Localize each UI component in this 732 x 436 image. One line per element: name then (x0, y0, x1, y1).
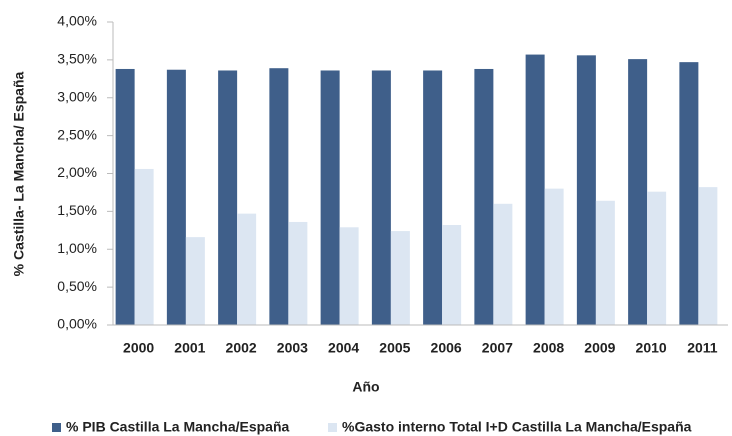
x-tick-label: 2000 (123, 340, 154, 356)
bar (647, 191, 667, 325)
x-tick-label: 2008 (533, 340, 564, 356)
y-tick-label: 4,00% (57, 13, 97, 29)
bar (544, 188, 564, 325)
legend-label: %Gasto interno Total I+D Castilla La Man… (342, 419, 692, 435)
bar (115, 68, 135, 325)
bar (269, 68, 289, 326)
y-tick-label: 1,00% (57, 240, 97, 256)
bar (237, 213, 257, 325)
bar (185, 237, 205, 325)
bar (320, 70, 340, 325)
bar (134, 168, 154, 325)
bar (679, 62, 699, 326)
y-tick-label: 0,50% (57, 278, 97, 294)
x-tick-label: 2002 (226, 340, 257, 356)
legend-swatch (52, 423, 61, 432)
bar (474, 68, 494, 325)
bar (493, 203, 513, 325)
x-axis-label: Año (352, 379, 379, 395)
bar (339, 227, 359, 325)
legend-label: % PIB Castilla La Mancha/España (66, 419, 290, 435)
x-tick-label: 2004 (328, 340, 359, 356)
bar (218, 70, 238, 325)
bar (288, 221, 308, 325)
bar (576, 55, 596, 326)
y-tick-label: 0,00% (57, 316, 97, 332)
bar (595, 200, 615, 325)
bar (698, 187, 718, 325)
y-axis-label: % Castilla- La Mancha/ España (11, 71, 27, 276)
x-tick-label: 2009 (584, 340, 615, 356)
y-tick-label: 2,50% (57, 126, 97, 142)
bar (442, 225, 462, 325)
bar (423, 70, 443, 325)
y-tick-label: 2,00% (57, 164, 97, 180)
x-tick-label: 2001 (174, 340, 205, 356)
bar (390, 231, 410, 325)
bar (371, 70, 391, 325)
x-tick-label: 2006 (431, 340, 462, 356)
bar (166, 69, 186, 325)
legend-swatch (328, 423, 337, 432)
x-tick-label: 2011 (687, 340, 718, 356)
x-tick-label: 2007 (482, 340, 513, 356)
y-tick-label: 3,00% (57, 88, 97, 104)
x-tick-label: 2005 (379, 340, 410, 356)
x-tick-label: 2003 (277, 340, 308, 356)
bar (525, 54, 545, 325)
y-tick-label: 1,50% (57, 202, 97, 218)
y-tick-label: 3,50% (57, 51, 97, 67)
bar (628, 59, 648, 326)
x-tick-label: 2010 (636, 340, 667, 356)
